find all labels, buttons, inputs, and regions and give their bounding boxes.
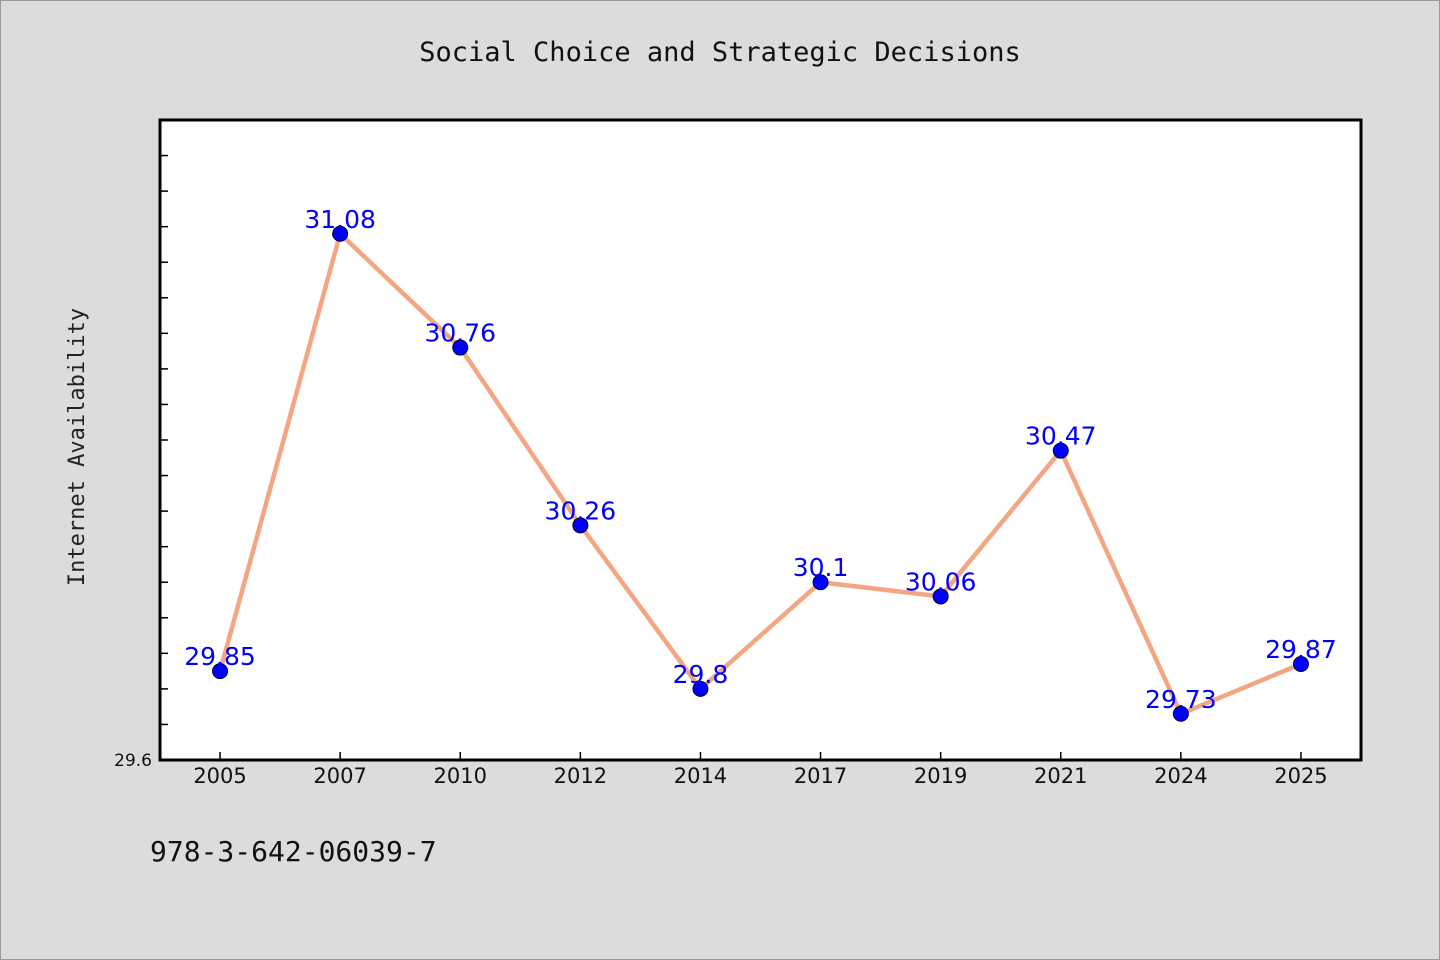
x-axis-ticks: 2005 2007 2010 2012 2014 2017 2019 2021 2024 2025 bbox=[193, 752, 1328, 788]
series-line bbox=[217, 231, 1304, 717]
plot-frame bbox=[158, 118, 1363, 762]
data-point bbox=[452, 339, 469, 356]
data-point bbox=[1172, 705, 1189, 722]
y-tick-label: 29.6 bbox=[114, 751, 152, 771]
data-label: 29.8 bbox=[673, 660, 729, 689]
data-labels: 29.85 31.08 30.76 30.26 29.8 30.1 30.06 30.47 29… bbox=[184, 205, 1336, 714]
data-point bbox=[932, 588, 949, 605]
x-tick-label: 2005 bbox=[193, 764, 246, 788]
x-tick-label: 2014 bbox=[674, 764, 727, 788]
x-tick-label: 2019 bbox=[914, 764, 967, 788]
data-label: 30.76 bbox=[424, 319, 496, 348]
x-tick-label: 2012 bbox=[554, 764, 607, 788]
data-point bbox=[1052, 442, 1069, 459]
x-tick-label: 2024 bbox=[1154, 764, 1207, 788]
data-point bbox=[1292, 656, 1309, 672]
data-point bbox=[332, 225, 349, 242]
data-label: 29.85 bbox=[184, 642, 256, 671]
series-line-group bbox=[217, 231, 1304, 717]
data-point bbox=[692, 680, 709, 697]
data-label: 30.26 bbox=[545, 496, 617, 525]
data-label: 30.1 bbox=[793, 553, 849, 582]
data-label: 30.06 bbox=[905, 567, 977, 596]
x-tick-label: 2025 bbox=[1274, 764, 1327, 788]
footer-isbn: 978-3-642-06039-7 bbox=[150, 835, 437, 868]
plot-area bbox=[160, 120, 1361, 760]
y-axis-label: Internet Availability bbox=[65, 308, 90, 586]
x-tick-label: 2017 bbox=[794, 764, 847, 788]
data-label: 29.87 bbox=[1265, 635, 1337, 664]
data-label: 30.47 bbox=[1025, 422, 1097, 451]
x-tick-label: 2010 bbox=[434, 764, 487, 788]
data-point bbox=[572, 517, 589, 534]
data-markers bbox=[212, 225, 1309, 722]
x-tick-label: 2021 bbox=[1034, 764, 1087, 788]
data-point bbox=[812, 574, 829, 591]
x-tick-label: 2007 bbox=[313, 764, 366, 788]
chart-title: Social Choice and Strategic Decisions bbox=[419, 37, 1020, 68]
data-label: 29.73 bbox=[1145, 685, 1217, 714]
data-point bbox=[212, 663, 229, 680]
data-label: 31.08 bbox=[304, 205, 376, 234]
